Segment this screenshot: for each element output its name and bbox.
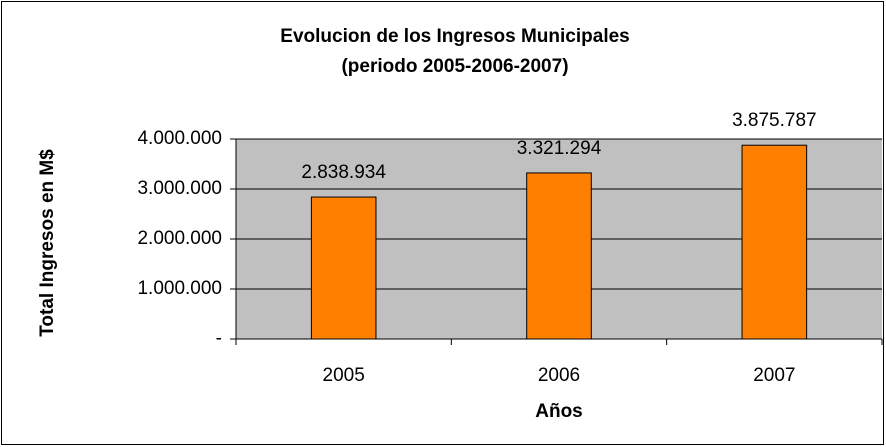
data-label: 2.838.934 bbox=[301, 162, 386, 183]
data-label: 3.875.787 bbox=[732, 110, 817, 131]
x-tick-label: 2007 bbox=[753, 365, 795, 386]
bar bbox=[741, 144, 808, 340]
bar bbox=[526, 172, 592, 340]
chart-title: Evolucion de los Ingresos Municipales bbox=[280, 26, 629, 47]
data-label: 3.321.294 bbox=[517, 138, 602, 159]
y-tick-label: - bbox=[216, 328, 222, 349]
y-tick-label: 1.000.000 bbox=[137, 278, 222, 299]
y-axis-label: Total Ingresos en M$ bbox=[37, 149, 58, 337]
bar bbox=[310, 196, 377, 340]
x-tick-label: 2005 bbox=[323, 365, 365, 386]
y-tick-label: 4.000.000 bbox=[137, 128, 222, 149]
x-tick-label: 2006 bbox=[538, 365, 580, 386]
y-tick-label: 3.000.000 bbox=[137, 178, 222, 199]
x-axis-label: Años bbox=[535, 401, 583, 422]
y-tick-label: 2.000.000 bbox=[137, 228, 222, 249]
chart-subtitle: (periodo 2005-2006-2007) bbox=[341, 56, 568, 77]
